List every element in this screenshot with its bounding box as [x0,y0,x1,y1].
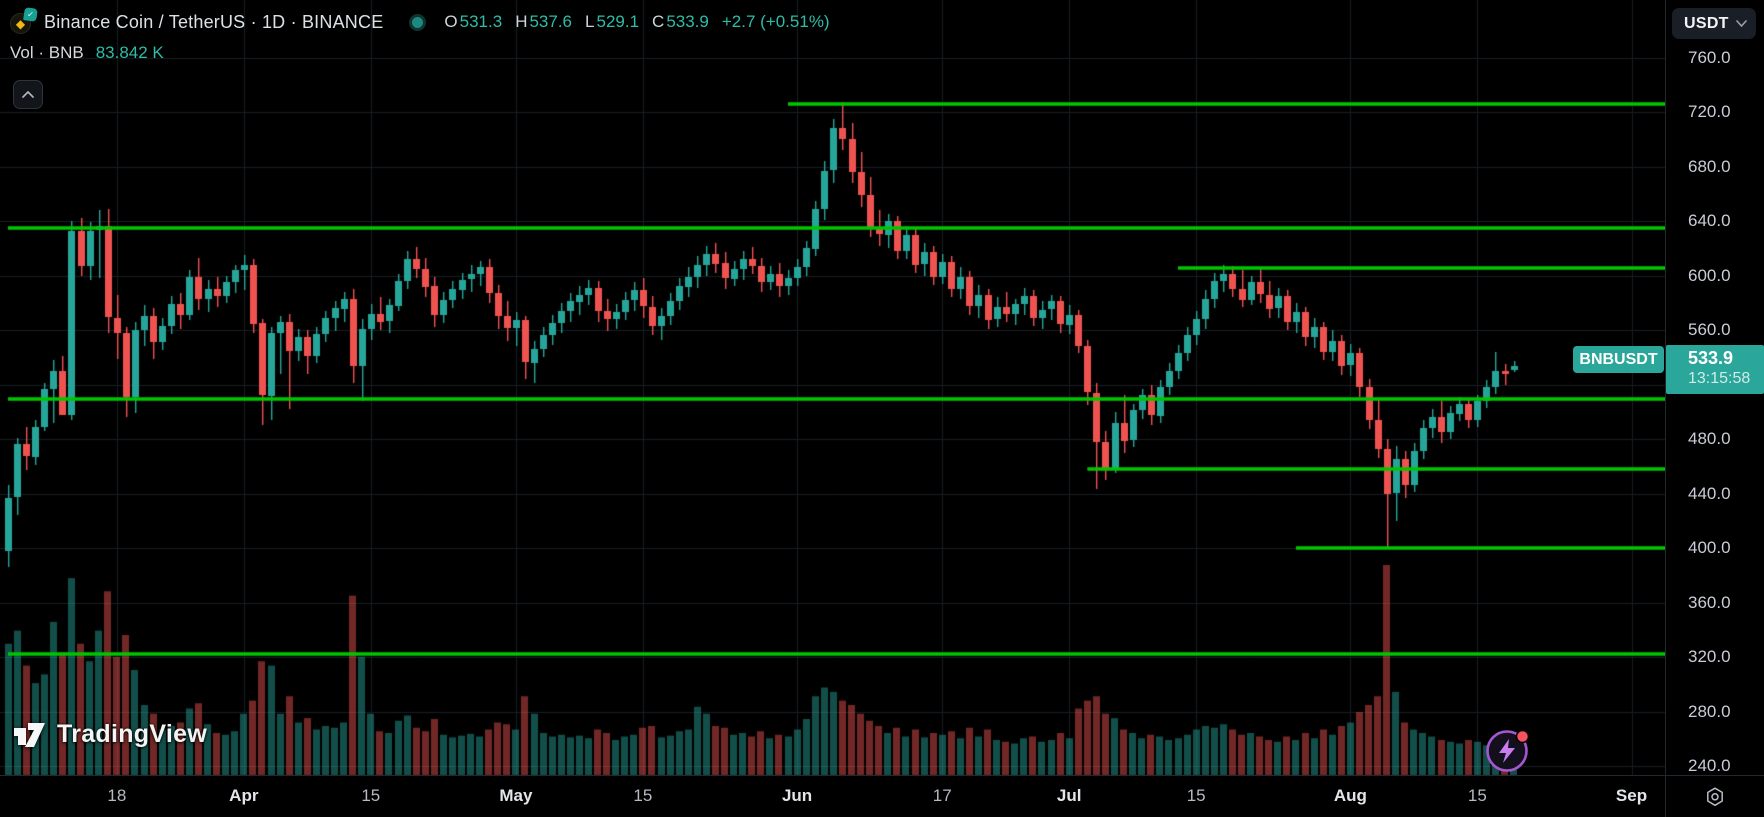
time-tick-label: Jul [1056,786,1082,805]
symbol-legend[interactable]: ◆ ✓ Binance Coin / TetherUS · 1D · BINAN… [10,6,830,36]
change-value: +2.7 (+0.51%) [721,12,830,31]
currency-label: USDT [1684,14,1729,32]
price-tick-label: 600.0 [1688,265,1731,285]
time-tick-label: 17 [932,786,952,805]
tradingview-watermark[interactable]: TradingView [12,720,207,749]
price-tick-label: 360.0 [1688,592,1731,612]
low-label: L [585,12,595,31]
time-tick-label: 18 [107,786,127,805]
chevron-up-icon [22,91,34,98]
price-tick-label: 280.0 [1688,701,1731,721]
volume-label: Vol · BNB [10,43,84,62]
close-value: 533.9 [666,12,709,31]
price-tick-label: 560.0 [1688,320,1731,339]
price-tick-label: 680.0 [1688,156,1731,176]
last-price-value: 533.9 [1688,348,1734,368]
time-tick-label: May [499,786,533,805]
volume-value: 83.842 K [95,43,164,62]
lightning-bolt-icon [1486,729,1530,772]
price-tick-label: 760.0 [1688,47,1731,67]
data-source-dot-icon[interactable] [409,13,427,31]
time-tick-label: Apr [229,786,259,805]
close-label: C [652,12,665,31]
settings-nut-icon [1707,786,1723,806]
time-tick-label: 15 [1186,786,1206,805]
time-tick-label: Jun [781,786,813,805]
volume-legend[interactable]: Vol · BNB 83.842 K [10,43,164,63]
alert-dot-icon [1515,729,1530,744]
binance-coin-logo-icon: ◆ ✓ [10,6,38,35]
price-tick-label: 640.0 [1688,211,1731,230]
price-tick-label: 320.0 [1688,647,1731,666]
lightning-fab[interactable] [1484,725,1533,774]
time-axis[interactable]: 18 Apr 15 May 15 Jun 17 Jul 15 Aug 15 Sep [0,776,1665,817]
tradingview-wordmark: TradingView [57,720,208,748]
open-value: 531.3 [459,12,503,31]
open-label: O [444,12,458,31]
price-tick-label: 440.0 [1688,483,1731,503]
time-tick-label: 15 [1467,786,1487,805]
chart-plot-canvas[interactable] [0,0,1666,776]
axis-settings-corner[interactable] [1666,776,1764,817]
high-label: H [515,12,528,31]
tradingview-logo-icon [14,722,45,747]
currency-dropdown[interactable]: USDT [1672,8,1756,39]
price-axis[interactable]: 760.0 720.0 680.0 640.0 600.0 560.0 480.0 440.0… [1666,0,1764,776]
axis-horizontal-separator [0,775,1764,776]
time-tick-label: Aug [1333,786,1367,805]
time-tick-label: 15 [361,786,381,805]
price-tick-label: 480.0 [1688,429,1731,448]
collapse-legend-button[interactable] [13,80,43,109]
symbol-price-pill[interactable]: BNBUSDT [1573,346,1664,373]
low-value: 529.1 [596,12,640,31]
chevron-down-icon [1736,20,1747,27]
last-price-badge[interactable]: 533.9 13:15:58 [1666,345,1764,394]
ohlc-values: O 531.3 H 537.6 L 529.1 C 533.9 +2.7 (+0.51%… [444,12,829,32]
time-tick-label: Sep [1615,786,1648,805]
price-tick-label: 720.0 [1688,102,1731,121]
price-tick-label: 400.0 [1688,538,1731,557]
time-tick-label: 15 [633,786,653,805]
high-value: 537.6 [529,12,573,31]
symbol-title[interactable]: Binance Coin / TetherUS · 1D · BINANCE [44,11,384,32]
bar-countdown: 13:15:58 [1688,370,1751,387]
axis-vertical-separator [1665,0,1666,817]
price-tick-label: 240.0 [1688,756,1731,775]
